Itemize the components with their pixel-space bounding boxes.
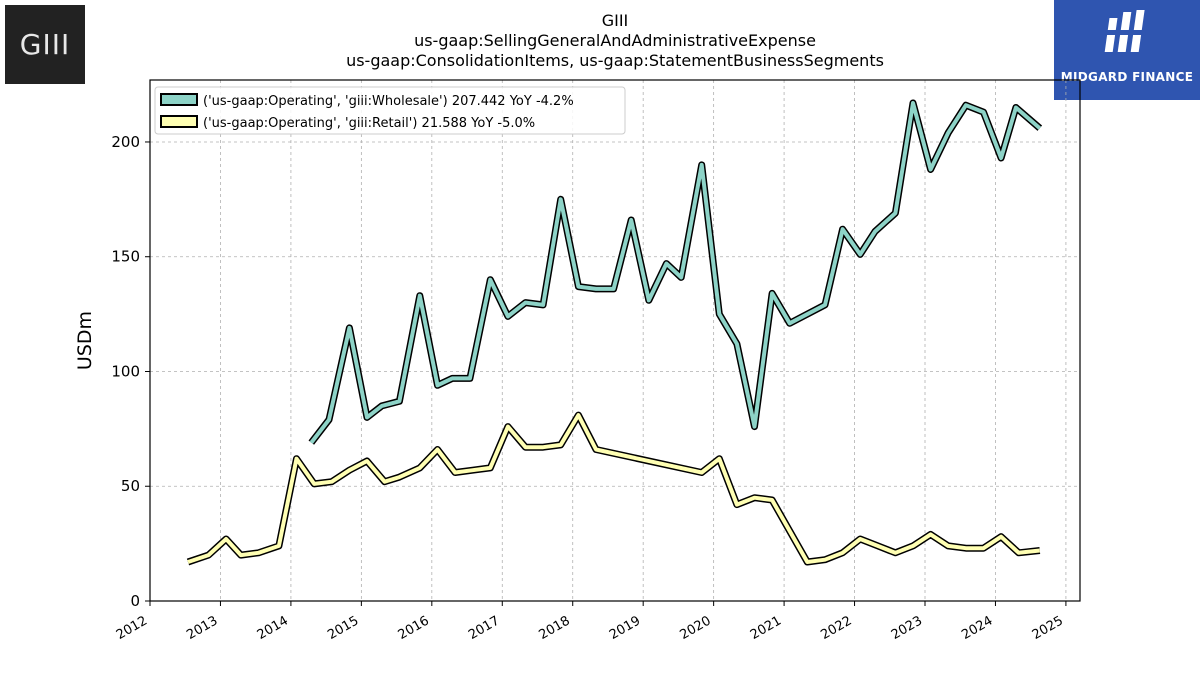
x-tick-label: 2016 — [396, 613, 432, 643]
midgard-mark-icon — [1104, 10, 1146, 52]
x-tick-label: 2024 — [959, 613, 995, 643]
y-tick-label: 50 — [121, 477, 140, 495]
midgard-finance-logo: MIDGARD FINANCE — [1054, 0, 1200, 100]
legend-swatch — [160, 93, 198, 106]
chart-title-line: us-gaap:ConsolidationItems, us-gaap:Stat… — [346, 51, 884, 70]
series-wholesale — [308, 99, 1043, 445]
x-tick-label: 2020 — [677, 613, 713, 643]
chart-title-line: us-gaap:SellingGeneralAndAdministrativeE… — [414, 31, 816, 50]
legend-label: ('us-gaap:Operating', 'giii:Retail') 21.… — [203, 116, 535, 131]
x-tick-label: 2023 — [889, 613, 925, 643]
x-tick-label: 2017 — [466, 613, 502, 643]
x-tick-label: 2014 — [255, 613, 291, 643]
y-axis: 0 50 100 150 200 — [111, 133, 150, 610]
x-tick-label: 2021 — [748, 613, 784, 643]
x-tick-label: 2015 — [325, 613, 361, 643]
plot-frame — [149, 79, 1081, 602]
giii-logo-text: GIII — [19, 28, 71, 61]
giii-logo: GIII — [5, 5, 85, 84]
x-tick-label: 2013 — [184, 613, 220, 643]
series-retail — [186, 411, 1041, 566]
x-tick-label: 2025 — [1030, 613, 1066, 643]
x-tick-label: 2018 — [537, 613, 573, 643]
y-tick-label: 100 — [111, 362, 140, 380]
chart-title-line: GIII — [602, 11, 629, 30]
y-tick-label: 150 — [111, 248, 140, 266]
x-tick-label: 2022 — [818, 613, 854, 643]
midgard-brand-name: MIDGARD FINANCE — [1060, 70, 1194, 84]
chart-grid — [149, 80, 1080, 602]
chart-title: GIIIus-gaap:SellingGeneralAndAdministrat… — [346, 11, 884, 70]
series-layer — [186, 99, 1043, 566]
legend-label: ('us-gaap:Operating', 'giii:Wholesale') … — [203, 94, 574, 109]
y-axis-label: USDm — [74, 311, 96, 370]
legend-swatch — [160, 115, 198, 128]
series-line — [187, 413, 1041, 564]
x-tick-label: 2012 — [114, 613, 150, 643]
legend-box — [154, 86, 626, 135]
x-axis: 2012 2013 2014 2015 2016 2017 2018 2019 2020 2021… — [114, 601, 1067, 643]
legend: ('us-gaap:Operating', 'giii:Wholesale') … — [154, 86, 626, 135]
y-tick-label: 200 — [111, 133, 140, 151]
series-line — [309, 101, 1042, 444]
x-tick-label: 2019 — [607, 613, 643, 643]
y-tick-label: 0 — [130, 592, 140, 610]
